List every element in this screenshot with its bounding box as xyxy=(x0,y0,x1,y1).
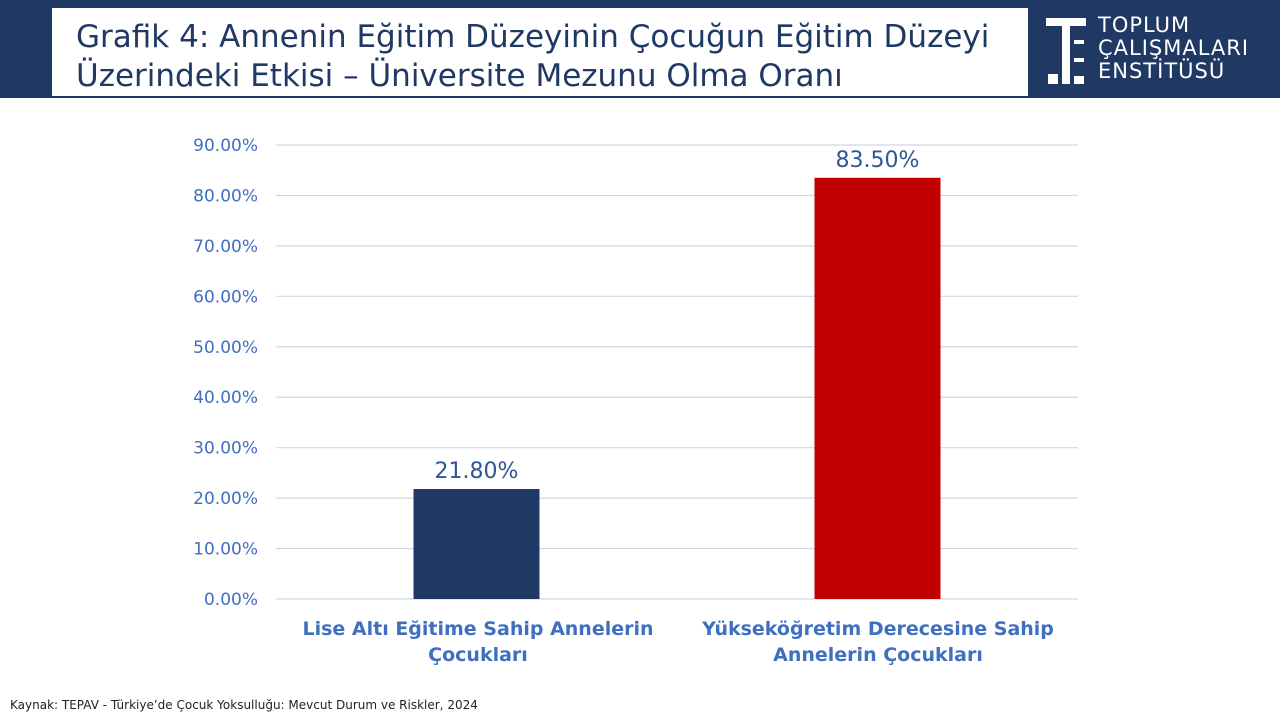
y-tick-label: 70.00% xyxy=(193,237,258,257)
header-banner: Grafik 4: Annenin Eğitim Düzeyinin Çocuğ… xyxy=(0,0,1280,98)
category-label-2: Yükseköğretim Derecesine Sahip Annelerin… xyxy=(688,616,1068,668)
y-tick-label: 10.00% xyxy=(193,540,258,560)
logo-line-1: TOPLUM xyxy=(1098,13,1191,37)
logo-mark-icon xyxy=(1046,18,1086,84)
logo-text: TOPLUM ÇALIŞMALARI ENSTİTÜSÜ xyxy=(1098,14,1249,83)
y-tick-label: 30.00% xyxy=(193,439,258,459)
category-label-1-line-1: Lise Altı Eğitime Sahip Annelerin xyxy=(302,618,654,640)
y-tick-label: 80.00% xyxy=(193,186,258,206)
category-label-2-line-1: Yükseköğretim Derecesine Sahip xyxy=(702,618,1054,640)
data-label: 83.50% xyxy=(836,148,920,173)
category-label-2-line-2: Annelerin Çocukları xyxy=(773,644,983,666)
source-note: Kaynak: TEPAV - Türkiye’de Çocuk Yoksull… xyxy=(10,698,478,712)
y-tick-label: 0.00% xyxy=(204,590,258,610)
y-tick-label: 50.00% xyxy=(193,338,258,358)
bar xyxy=(814,177,941,600)
institute-logo: TOPLUM ÇALIŞMALARI ENSTİTÜSÜ xyxy=(1044,14,1274,88)
bar-chart: 0.00% 10.00% 20.00% 30.00% 40.00% 50.00% 60.00… xyxy=(193,136,1078,610)
data-label: 21.80% xyxy=(435,459,519,484)
category-label-1: Lise Altı Eğitime Sahip Annelerin Çocukl… xyxy=(288,616,668,668)
chart-title-line-1: Grafik 4: Annenin Eğitim Düzeyinin Çocuğ… xyxy=(76,19,990,55)
bar xyxy=(413,489,540,599)
logo-line-2: ÇALIŞMALARI xyxy=(1098,36,1250,60)
y-tick-label: 40.00% xyxy=(193,388,258,408)
y-tick-label: 20.00% xyxy=(193,489,258,509)
title-box: Grafik 4: Annenin Eğitim Düzeyinin Çocuğ… xyxy=(52,8,1028,96)
chart-title-line-2: Üzerindeki Etkisi – Üniversite Mezunu Ol… xyxy=(76,58,843,94)
y-tick-label: 60.00% xyxy=(193,287,258,307)
logo-line-3: ENSTİTÜSÜ xyxy=(1098,59,1226,83)
y-tick-label: 90.00% xyxy=(193,136,258,156)
category-label-1-line-2: Çocukları xyxy=(428,644,528,666)
